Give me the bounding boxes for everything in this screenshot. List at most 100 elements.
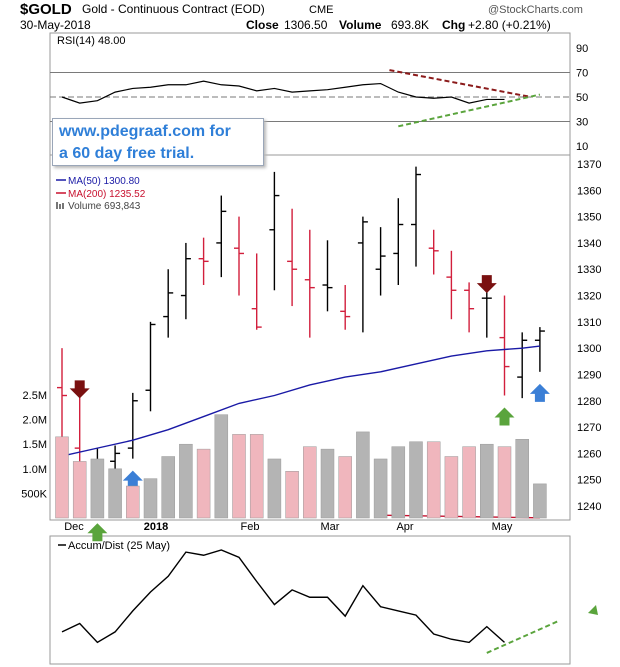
rsi-tick-50: 50 bbox=[576, 92, 588, 104]
volume-bar bbox=[533, 483, 547, 519]
arrow-up-icon bbox=[122, 470, 143, 489]
accdist-trendline bbox=[486, 620, 559, 654]
price-tick-1270: 1270 bbox=[577, 422, 601, 434]
price-tick-1310: 1310 bbox=[577, 317, 601, 329]
volume-bar bbox=[497, 446, 512, 519]
volume-bar bbox=[285, 471, 299, 519]
volume-legend-swatch bbox=[56, 202, 58, 209]
volume-bar bbox=[480, 443, 494, 519]
ma50-line bbox=[61, 345, 540, 457]
rsi-label: RSI(14) 48.00 bbox=[57, 35, 125, 47]
month-label-Apr: Apr bbox=[396, 521, 413, 533]
price-tick-1240: 1240 bbox=[577, 501, 601, 513]
volume-bar bbox=[409, 441, 423, 519]
volume-bar bbox=[196, 448, 211, 519]
volume-label: Volume bbox=[339, 18, 382, 32]
ma200-line bbox=[380, 514, 540, 519]
accdist-label: Accum/Dist (25 May) bbox=[68, 540, 170, 552]
rsi-tick-10: 10 bbox=[576, 141, 588, 153]
volume-bar bbox=[249, 434, 264, 519]
chg-value: +2.80 (+0.21%) bbox=[468, 18, 551, 32]
ma50-legend: MA(50) 1300.80 bbox=[68, 176, 140, 187]
volume-tick-label: 500K bbox=[21, 488, 47, 500]
volume-bar bbox=[267, 458, 282, 519]
accdist-trendline-arrowhead bbox=[588, 605, 598, 615]
volume-panel: 500K 1.0M 1.5M 2.0M 2.5M bbox=[21, 390, 547, 519]
volume-tick-label: 2.5M bbox=[23, 390, 47, 402]
price-tick-1330: 1330 bbox=[577, 264, 601, 276]
volume-bar bbox=[373, 458, 388, 519]
price-tick-1290: 1290 bbox=[577, 369, 601, 381]
accdist-panel-frame bbox=[49, 535, 571, 665]
volume-bar bbox=[179, 443, 193, 519]
volume-bar bbox=[515, 439, 529, 519]
arrow-down-icon bbox=[476, 275, 497, 294]
volume-tick-label: 1.0M bbox=[23, 464, 47, 476]
price-tick-1360: 1360 bbox=[577, 185, 601, 197]
price-tick-1260: 1260 bbox=[577, 448, 601, 460]
rsi-tick-30: 30 bbox=[576, 116, 588, 128]
volume-bar bbox=[161, 456, 175, 519]
volume-bar bbox=[391, 446, 406, 519]
month-label-Feb: Feb bbox=[241, 521, 260, 533]
volume-tick-label: 1.5M bbox=[23, 439, 47, 451]
rsi-resistance-trendline bbox=[389, 69, 532, 98]
accdist-panel bbox=[61, 549, 598, 654]
rsi-panel: 10 30 50 70 90 bbox=[50, 43, 588, 153]
volume-bar bbox=[143, 478, 158, 519]
volume-bar bbox=[72, 461, 87, 519]
rsi-support-trendline bbox=[398, 93, 541, 128]
price-panel-frame bbox=[49, 154, 571, 521]
exchange: CME bbox=[309, 4, 333, 16]
month-label-Mar: Mar bbox=[321, 521, 340, 533]
price-panel: 1240 1250 1260 1270 1280 1290 1300 1310 1320 1330… bbox=[57, 159, 601, 542]
volume-bar bbox=[426, 441, 441, 519]
arrow-down-icon bbox=[69, 380, 90, 399]
volume-bar bbox=[90, 458, 105, 519]
symbol: $GOLD bbox=[20, 1, 72, 18]
price-tick-1250: 1250 bbox=[577, 475, 601, 487]
volume-value: 693.8K bbox=[391, 18, 429, 32]
rsi-tick-90: 90 bbox=[576, 43, 588, 55]
promo-box[interactable]: www.pdegraaf.com for a 60 day free trial… bbox=[52, 118, 264, 166]
volume-bar bbox=[444, 456, 459, 519]
price-tick-1350: 1350 bbox=[577, 212, 601, 224]
volume-bar bbox=[214, 414, 229, 519]
rsi-line bbox=[61, 80, 505, 104]
volume-tick-label: 2.0M bbox=[23, 415, 47, 427]
volume-bar bbox=[338, 456, 352, 519]
ma200-legend: MA(200) 1235.52 bbox=[68, 189, 146, 200]
watermark: @StockCharts.com bbox=[488, 4, 583, 16]
price-tick-1280: 1280 bbox=[577, 396, 601, 408]
volume-bar bbox=[303, 446, 317, 519]
volume-bar bbox=[55, 436, 69, 519]
volume-bar bbox=[462, 446, 476, 519]
instrument-name: Gold - Continuous Contract (EOD) bbox=[82, 2, 265, 16]
close-value: 1306.50 bbox=[284, 18, 328, 32]
price-legend: MA(50) 1300.80 MA(200) 1235.52 Volume 69… bbox=[56, 176, 146, 212]
volume-bar bbox=[232, 434, 246, 519]
volume-bar bbox=[356, 431, 370, 519]
price-tick-1300: 1300 bbox=[577, 343, 601, 355]
rsi-tick-70: 70 bbox=[576, 68, 588, 80]
month-label-May: May bbox=[492, 521, 513, 533]
month-label-Dec: Dec bbox=[64, 521, 84, 533]
arrow-up-icon bbox=[494, 407, 515, 426]
promo-line-1: www.pdegraaf.com for bbox=[59, 123, 231, 140]
volume-bar bbox=[108, 468, 122, 519]
price-tick-1370: 1370 bbox=[577, 159, 601, 171]
volume-bar bbox=[320, 448, 335, 519]
price-tick-1320: 1320 bbox=[577, 291, 601, 303]
accdist-line bbox=[61, 549, 505, 644]
arrow-up-icon bbox=[87, 523, 108, 542]
chg-label: Chg bbox=[442, 18, 465, 32]
arrow-up-icon bbox=[529, 383, 550, 402]
price-tick-1340: 1340 bbox=[577, 238, 601, 250]
volume-bar bbox=[126, 485, 140, 519]
close-label: Close bbox=[246, 18, 279, 32]
date: 30-May-2018 bbox=[20, 18, 91, 32]
volume-legend: Volume 693,843 bbox=[68, 201, 141, 212]
month-label-2018: 2018 bbox=[144, 521, 168, 533]
promo-line-2: a 60 day free trial. bbox=[59, 145, 195, 162]
